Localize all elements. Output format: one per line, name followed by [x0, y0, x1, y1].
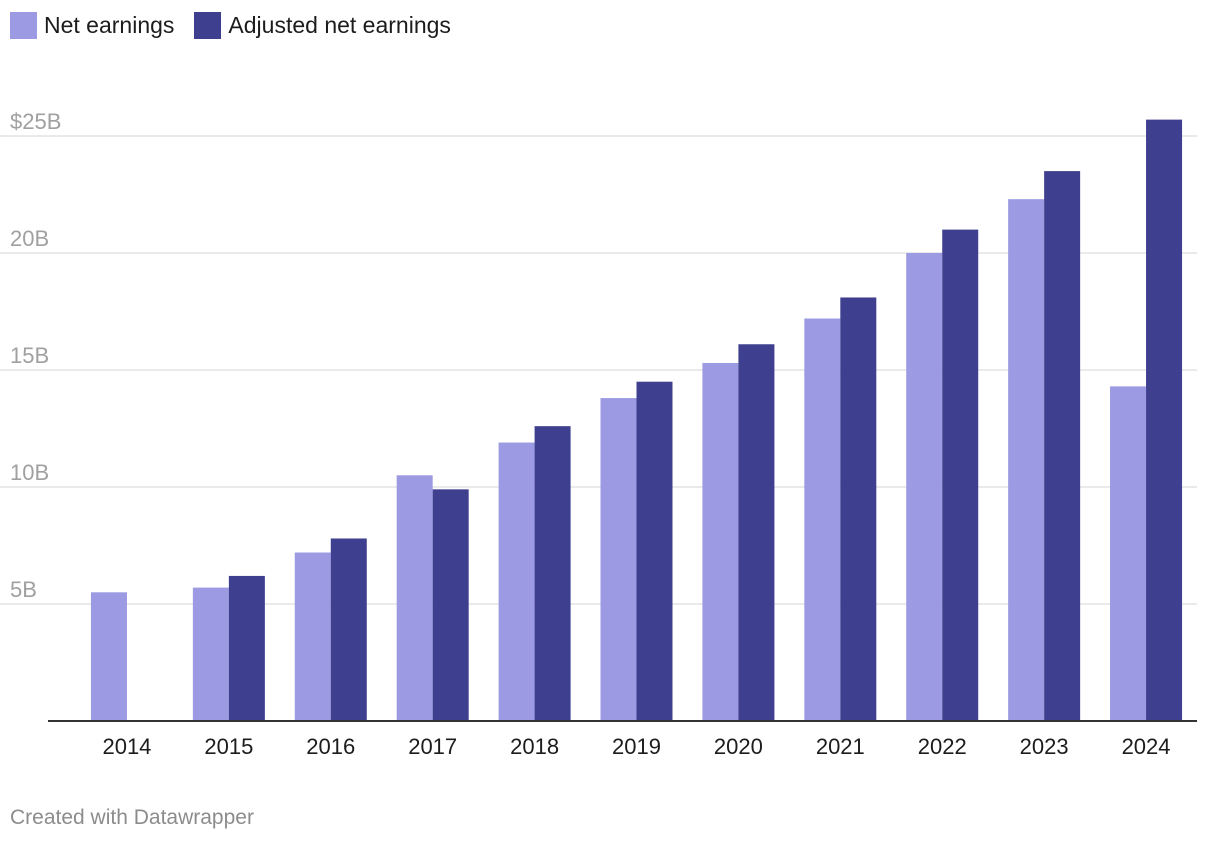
x-tick-label: 2024 — [1122, 734, 1171, 759]
legend-item-net-earnings: Net earnings — [10, 12, 174, 39]
y-tick-label: $25B — [10, 109, 61, 134]
bar-adjusted-net-earnings-2016 — [330, 538, 367, 721]
bar-net-earnings-2021 — [804, 318, 841, 721]
x-tick-label: 2021 — [816, 734, 865, 759]
y-tick-label: 20B — [10, 226, 49, 251]
x-tick-label: 2016 — [306, 734, 355, 759]
legend-swatch-net-earnings — [10, 12, 37, 39]
legend-label-adjusted-net-earnings: Adjusted net earnings — [228, 12, 451, 38]
x-tick-label: 2015 — [204, 734, 253, 759]
bar-net-earnings-2023 — [1008, 199, 1045, 721]
x-tick-label: 2018 — [510, 734, 559, 759]
bar-net-earnings-2018 — [498, 442, 535, 721]
bar-chart: 5B 10B 15B 20B $25B 2014 2015 2016 2017 2018 2019 2… — [0, 109, 1197, 759]
bar-adjusted-net-earnings-2019 — [636, 381, 673, 721]
bar-net-earnings-2019 — [600, 398, 637, 721]
bar-adjusted-net-earnings-2023 — [1044, 171, 1081, 722]
legend-swatch-adjusted-net-earnings — [194, 12, 222, 39]
bar-net-earnings-2015 — [192, 587, 229, 721]
bar-net-earnings-2020 — [702, 362, 739, 721]
x-tick-label: 2017 — [408, 734, 457, 759]
bar-adjusted-net-earnings-2021 — [840, 297, 877, 721]
y-tick-label: 5B — [10, 577, 37, 602]
credit-text: Created with Datawrapper — [10, 806, 254, 829]
bar-net-earnings-2017 — [396, 475, 433, 721]
x-tick-label: 2023 — [1020, 734, 1069, 759]
bar-adjusted-net-earnings-2018 — [534, 426, 571, 721]
bar-net-earnings-2016 — [294, 552, 331, 721]
bar-adjusted-net-earnings-2017 — [432, 489, 469, 721]
chart-legend: Net earnings Adjusted net earnings — [10, 12, 451, 39]
y-tick-label: 15B — [10, 343, 49, 368]
x-tick-label: 2019 — [612, 734, 661, 759]
bar-adjusted-net-earnings-2020 — [738, 344, 775, 721]
bar-net-earnings-2024 — [1110, 386, 1147, 721]
legend-item-adjusted-net-earnings: Adjusted net earnings — [194, 12, 451, 39]
bar-adjusted-net-earnings-2024 — [1146, 119, 1183, 722]
bar-net-earnings-2014 — [90, 592, 127, 721]
x-tick-label: 2014 — [102, 734, 151, 759]
bar-adjusted-net-earnings-2022 — [942, 229, 979, 721]
x-tick-label: 2022 — [918, 734, 967, 759]
bar-net-earnings-2022 — [906, 253, 943, 721]
y-tick-label: 10B — [10, 460, 49, 485]
bar-adjusted-net-earnings-2015 — [228, 575, 265, 721]
legend-label-net-earnings: Net earnings — [44, 12, 175, 38]
x-tick-label: 2020 — [714, 734, 763, 759]
